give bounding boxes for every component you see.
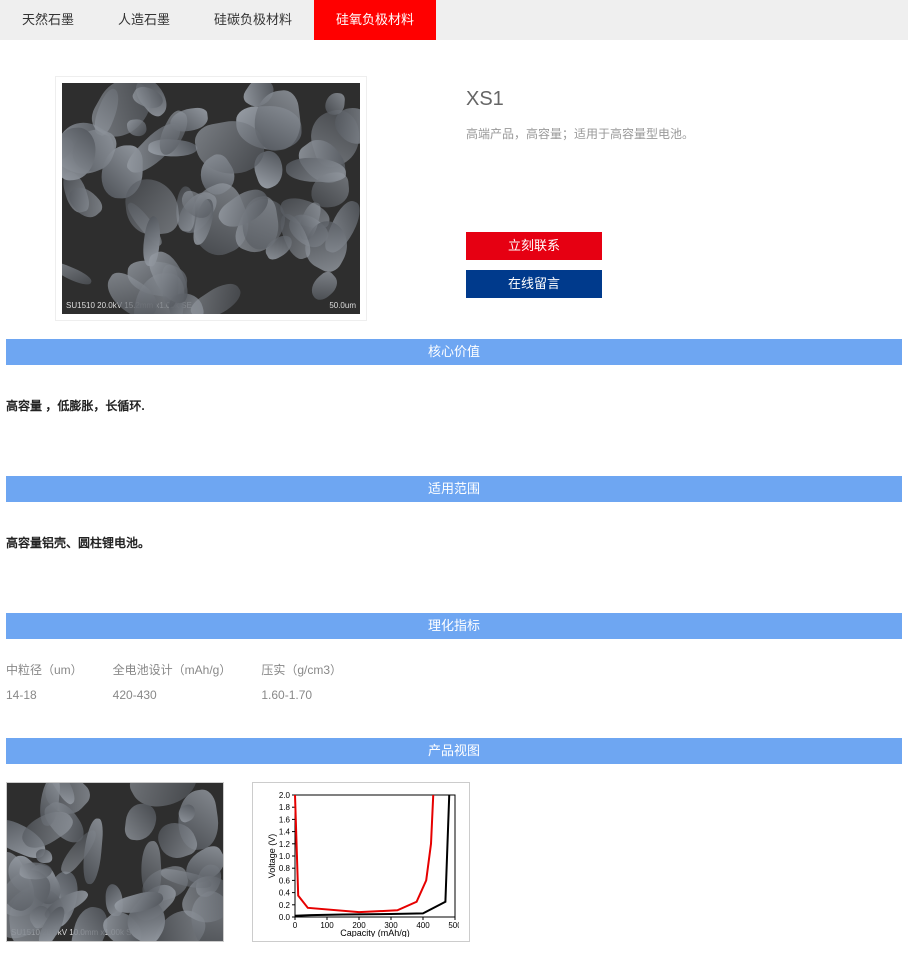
spec-col-2: 压实（g/cm3） 1.60-1.70: [261, 661, 342, 702]
section-header-specs: 理化指标: [6, 613, 902, 639]
section-body-scope: 高容量铝壳、圆柱锂电池。: [6, 502, 902, 595]
svg-text:2.0: 2.0: [279, 791, 291, 800]
product-title: XS1: [466, 88, 902, 111]
product-top-row: SU1510 20.0kV 15.2mm x1.00k SE 50.0um XS…: [6, 76, 902, 321]
svg-text:500: 500: [448, 921, 459, 930]
category-tabs: 天然石墨人造石墨硅碳负极材料硅氧负极材料: [0, 0, 908, 40]
message-button[interactable]: 在线留言: [466, 270, 602, 298]
section-header-core-value: 核心价值: [6, 339, 902, 365]
svg-text:0.0: 0.0: [279, 913, 291, 922]
section-body-core-value: 高容量 ，低膨胀，长循环.: [6, 365, 902, 458]
contact-button[interactable]: 立刻联系: [466, 232, 602, 260]
product-sem-image: SU1510 20.0kV 15.2mm x1.00k SE 50.0um: [62, 83, 360, 314]
section-header-scope: 适用范围: [6, 476, 902, 502]
svg-text:Voltage (V): Voltage (V): [267, 834, 277, 879]
spec-value: 14-18: [6, 688, 83, 702]
section-header-views: 产品视图: [6, 738, 902, 764]
voltage-capacity-chart: 0.00.20.40.60.81.01.21.41.61.82.00100200…: [267, 791, 459, 937]
spec-header: 压实（g/cm3）: [261, 661, 342, 678]
spec-header: 中粒径（um）: [6, 661, 83, 678]
tab-3[interactable]: 硅氧负极材料: [314, 0, 436, 40]
spec-header: 全电池设计（mAh/g）: [113, 661, 232, 678]
svg-text:0.2: 0.2: [279, 901, 291, 910]
svg-text:1.0: 1.0: [279, 852, 291, 861]
svg-text:1.8: 1.8: [279, 803, 291, 812]
svg-text:1.2: 1.2: [279, 840, 291, 849]
product-sem-image-frame: SU1510 20.0kV 15.2mm x1.00k SE 50.0um: [55, 76, 367, 321]
tab-1[interactable]: 人造石墨: [96, 0, 192, 40]
spec-col-0: 中粒径（um） 14-18: [6, 661, 83, 702]
svg-text:0.6: 0.6: [279, 876, 291, 885]
svg-text:Capacity (mAh/g): Capacity (mAh/g): [340, 928, 410, 937]
spec-col-1: 全电池设计（mAh/g） 420-430: [113, 661, 232, 702]
svg-text:1.4: 1.4: [279, 828, 291, 837]
svg-text:400: 400: [416, 921, 430, 930]
svg-text:1.6: 1.6: [279, 815, 291, 824]
svg-text:0: 0: [293, 921, 298, 930]
thumb-sem-image[interactable]: SU1510 20.0kV 10.0mm x1.00k SE: [6, 782, 224, 942]
tab-2[interactable]: 硅碳负极材料: [192, 0, 314, 40]
spec-value: 420-430: [113, 688, 232, 702]
spec-value: 1.60-1.70: [261, 688, 342, 702]
tab-0[interactable]: 天然石墨: [0, 0, 96, 40]
svg-text:100: 100: [320, 921, 334, 930]
product-description: 高端产品，高容量；适用于高容量型电池。: [466, 125, 902, 142]
specs-table: 中粒径（um） 14-18 全电池设计（mAh/g） 420-430 压实（g/cm3）…: [6, 639, 902, 720]
svg-text:0.8: 0.8: [279, 864, 291, 873]
svg-text:0.4: 0.4: [279, 889, 291, 898]
sem-caption-right: 50.0um: [329, 301, 356, 310]
thumb-voltage-chart[interactable]: 0.00.20.40.60.81.01.21.41.61.82.00100200…: [252, 782, 470, 942]
